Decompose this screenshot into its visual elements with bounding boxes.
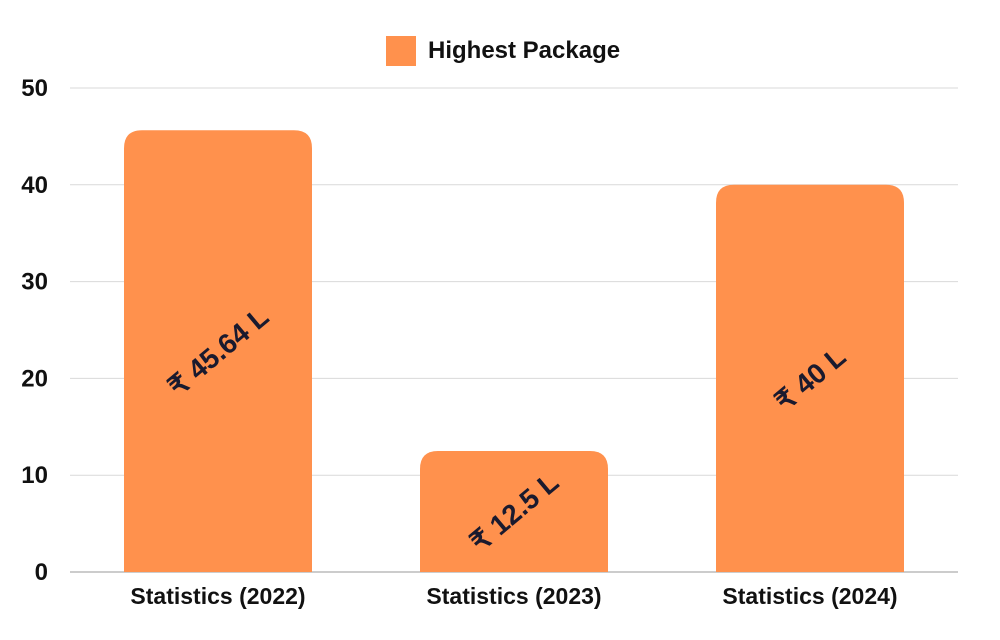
bar-3 bbox=[716, 184, 904, 573]
legend: Highest Package bbox=[386, 36, 620, 66]
legend-swatch bbox=[386, 36, 416, 66]
x-category-label: Statistics (2022) bbox=[130, 583, 305, 609]
x-axis-categories: Statistics (2022) Statistics (2023) Statis… bbox=[130, 583, 897, 609]
y-tick-label: 0 bbox=[35, 559, 48, 586]
x-category-label: Statistics (2024) bbox=[722, 583, 897, 609]
x-category-label: Statistics (2023) bbox=[426, 583, 601, 609]
y-tick-label: 30 bbox=[21, 269, 48, 296]
bar-1 bbox=[124, 130, 312, 572]
legend-label: Highest Package bbox=[428, 37, 620, 64]
bars bbox=[124, 130, 904, 573]
y-tick-label: 50 bbox=[21, 75, 48, 102]
y-axis-ticks: 0 10 20 30 40 50 bbox=[21, 75, 48, 586]
bar-2 bbox=[420, 451, 608, 572]
y-tick-label: 20 bbox=[21, 365, 48, 392]
y-tick-label: 40 bbox=[21, 172, 48, 199]
y-tick-label: 10 bbox=[21, 462, 48, 489]
